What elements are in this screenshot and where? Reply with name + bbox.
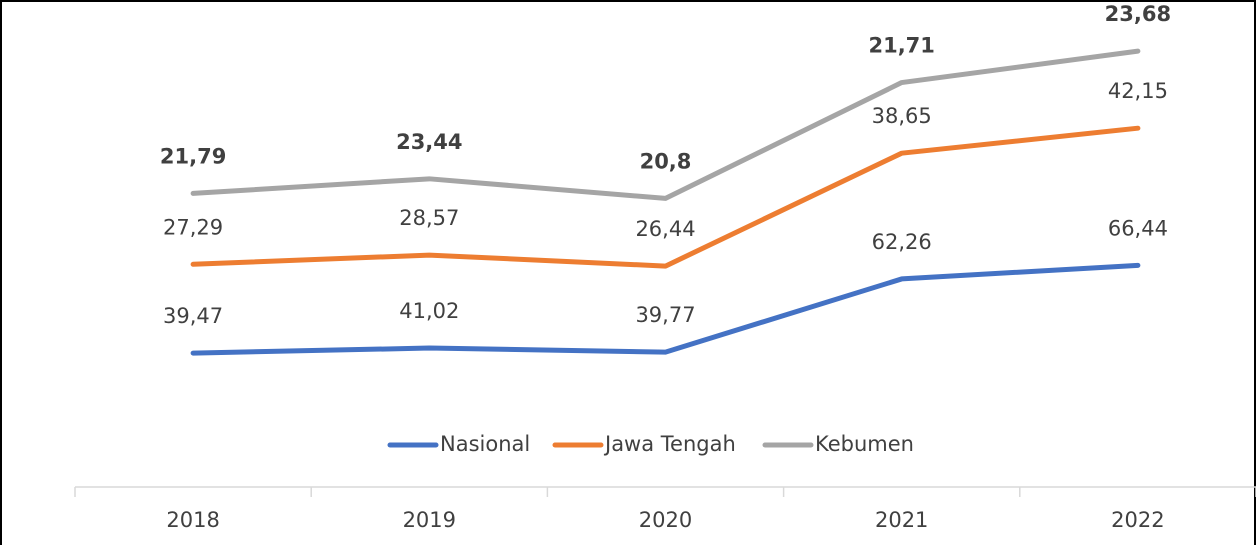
x-tick-label: 2020: [639, 508, 692, 532]
line-series: [190, 125, 1141, 269]
data-label: 23,68: [1105, 2, 1171, 26]
data-label: 39,77: [635, 303, 695, 327]
x-tick-label: 2021: [875, 508, 928, 532]
data-label: 26,44: [635, 217, 695, 241]
data-label: 66,44: [1108, 216, 1168, 240]
data-label: 28,57: [399, 206, 459, 230]
data-label: 62,26: [872, 230, 932, 254]
legend-label: Kebumen: [815, 432, 914, 456]
data-label: 38,65: [872, 104, 932, 128]
legend-label: Nasional: [440, 432, 530, 456]
legend-label: Jawa Tengah: [603, 432, 736, 456]
data-label: 20,8: [640, 149, 692, 173]
data-label: 21,79: [160, 144, 226, 168]
data-label: 39,47: [163, 304, 223, 328]
line-series: [190, 262, 1141, 356]
line-series: [190, 48, 1141, 201]
data-label: 23,44: [396, 130, 462, 154]
data-label: 42,15: [1108, 79, 1168, 103]
data-label: 21,71: [868, 34, 934, 58]
data-label: 27,29: [163, 215, 223, 239]
x-tick-label: 2022: [1111, 508, 1164, 532]
x-tick-label: 2018: [166, 508, 219, 532]
data-label: 41,02: [399, 299, 459, 323]
x-tick-label: 2019: [403, 508, 456, 532]
